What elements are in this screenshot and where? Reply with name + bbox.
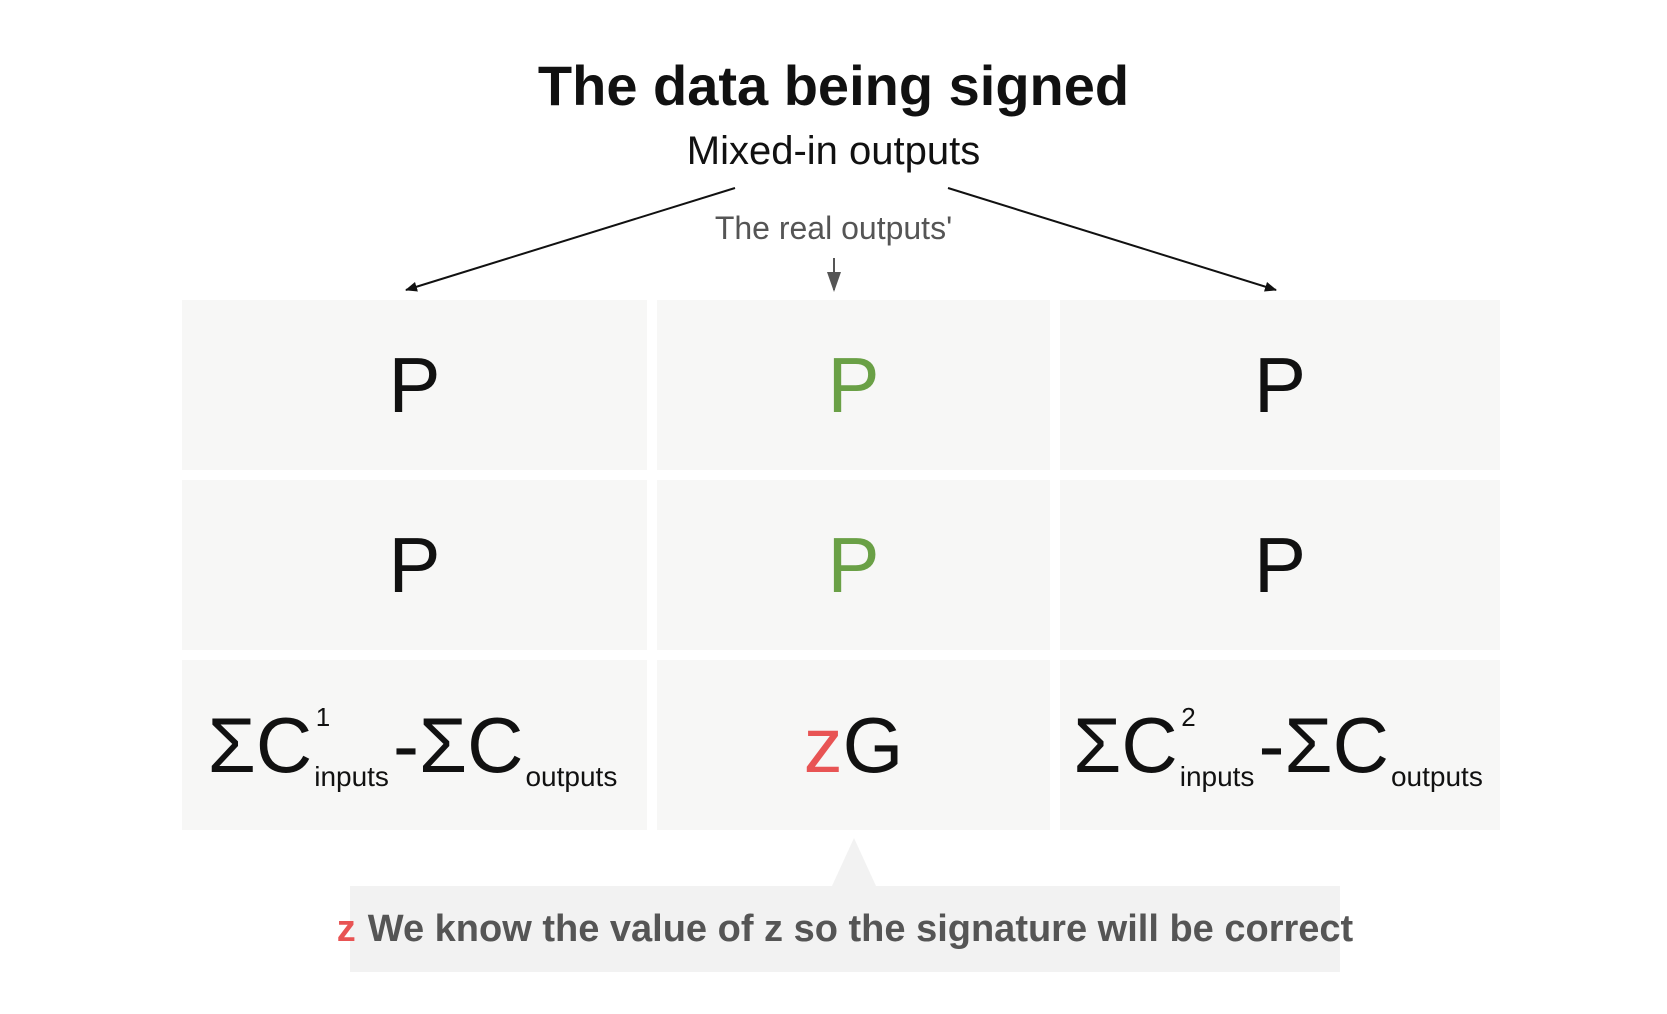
public-key-p: P: [388, 341, 441, 429]
callout-note: z We know the value of z so the signatur…: [337, 886, 1353, 972]
superscript: 2: [1181, 702, 1196, 732]
real-public-key-p: P: [827, 341, 880, 429]
minus-sigma-c-outputs: -ΣC: [1258, 701, 1389, 789]
callout-pointer: [832, 838, 876, 886]
public-key-p: P: [388, 521, 441, 609]
sigma-c-inputs: ΣC 2: [1073, 701, 1196, 789]
subscript-outputs: outputs: [525, 761, 618, 792]
commitment-expression-1: ΣC 1 inputs -ΣC outputs: [207, 701, 622, 791]
subscript-inputs: inputs: [1179, 761, 1255, 792]
diagram-subtitle: Mixed-in outputs: [686, 129, 981, 173]
cell-r2-center: P: [657, 480, 1050, 650]
commitment-expression-2: ΣC 2 inputs -ΣC outputs: [1073, 701, 1487, 791]
arrow-left: [405, 187, 736, 292]
cell-r3-right: ΣC 2 inputs -ΣC outputs: [1060, 660, 1500, 830]
cell-r1-right: P: [1060, 300, 1500, 470]
arrow-center-head: [827, 272, 841, 292]
cell-r1-center: P: [657, 300, 1050, 470]
cell-r2-right: P: [1060, 480, 1500, 650]
cell-r3-center: zG: [657, 660, 1050, 830]
zg-expression: zG: [804, 706, 904, 784]
cell-r2-left: P: [182, 480, 647, 650]
subscript-outputs: outputs: [1390, 761, 1483, 792]
real-outputs-label: The real outputs': [714, 210, 953, 246]
superscript: 1: [315, 702, 331, 732]
diagram-title: The data being signed: [537, 54, 1130, 117]
minus-sigma-c-outputs: -ΣC: [392, 701, 524, 789]
cell-r1-left: P: [182, 300, 647, 470]
generator-g: G: [842, 701, 904, 789]
z-scalar: z: [803, 701, 843, 789]
real-public-key-p: P: [827, 521, 880, 609]
note-text: We know the value of z so the signature …: [367, 907, 1354, 950]
subscript-inputs: inputs: [314, 761, 389, 792]
arrows: [405, 187, 1277, 292]
sigma-c-inputs: ΣC 1: [207, 701, 331, 789]
public-key-p: P: [1253, 521, 1307, 609]
note-z: z: [336, 907, 356, 950]
arrow-right: [947, 187, 1277, 292]
public-key-p: P: [1253, 341, 1307, 429]
cell-r3-left: ΣC 1 inputs -ΣC outputs: [182, 660, 647, 830]
